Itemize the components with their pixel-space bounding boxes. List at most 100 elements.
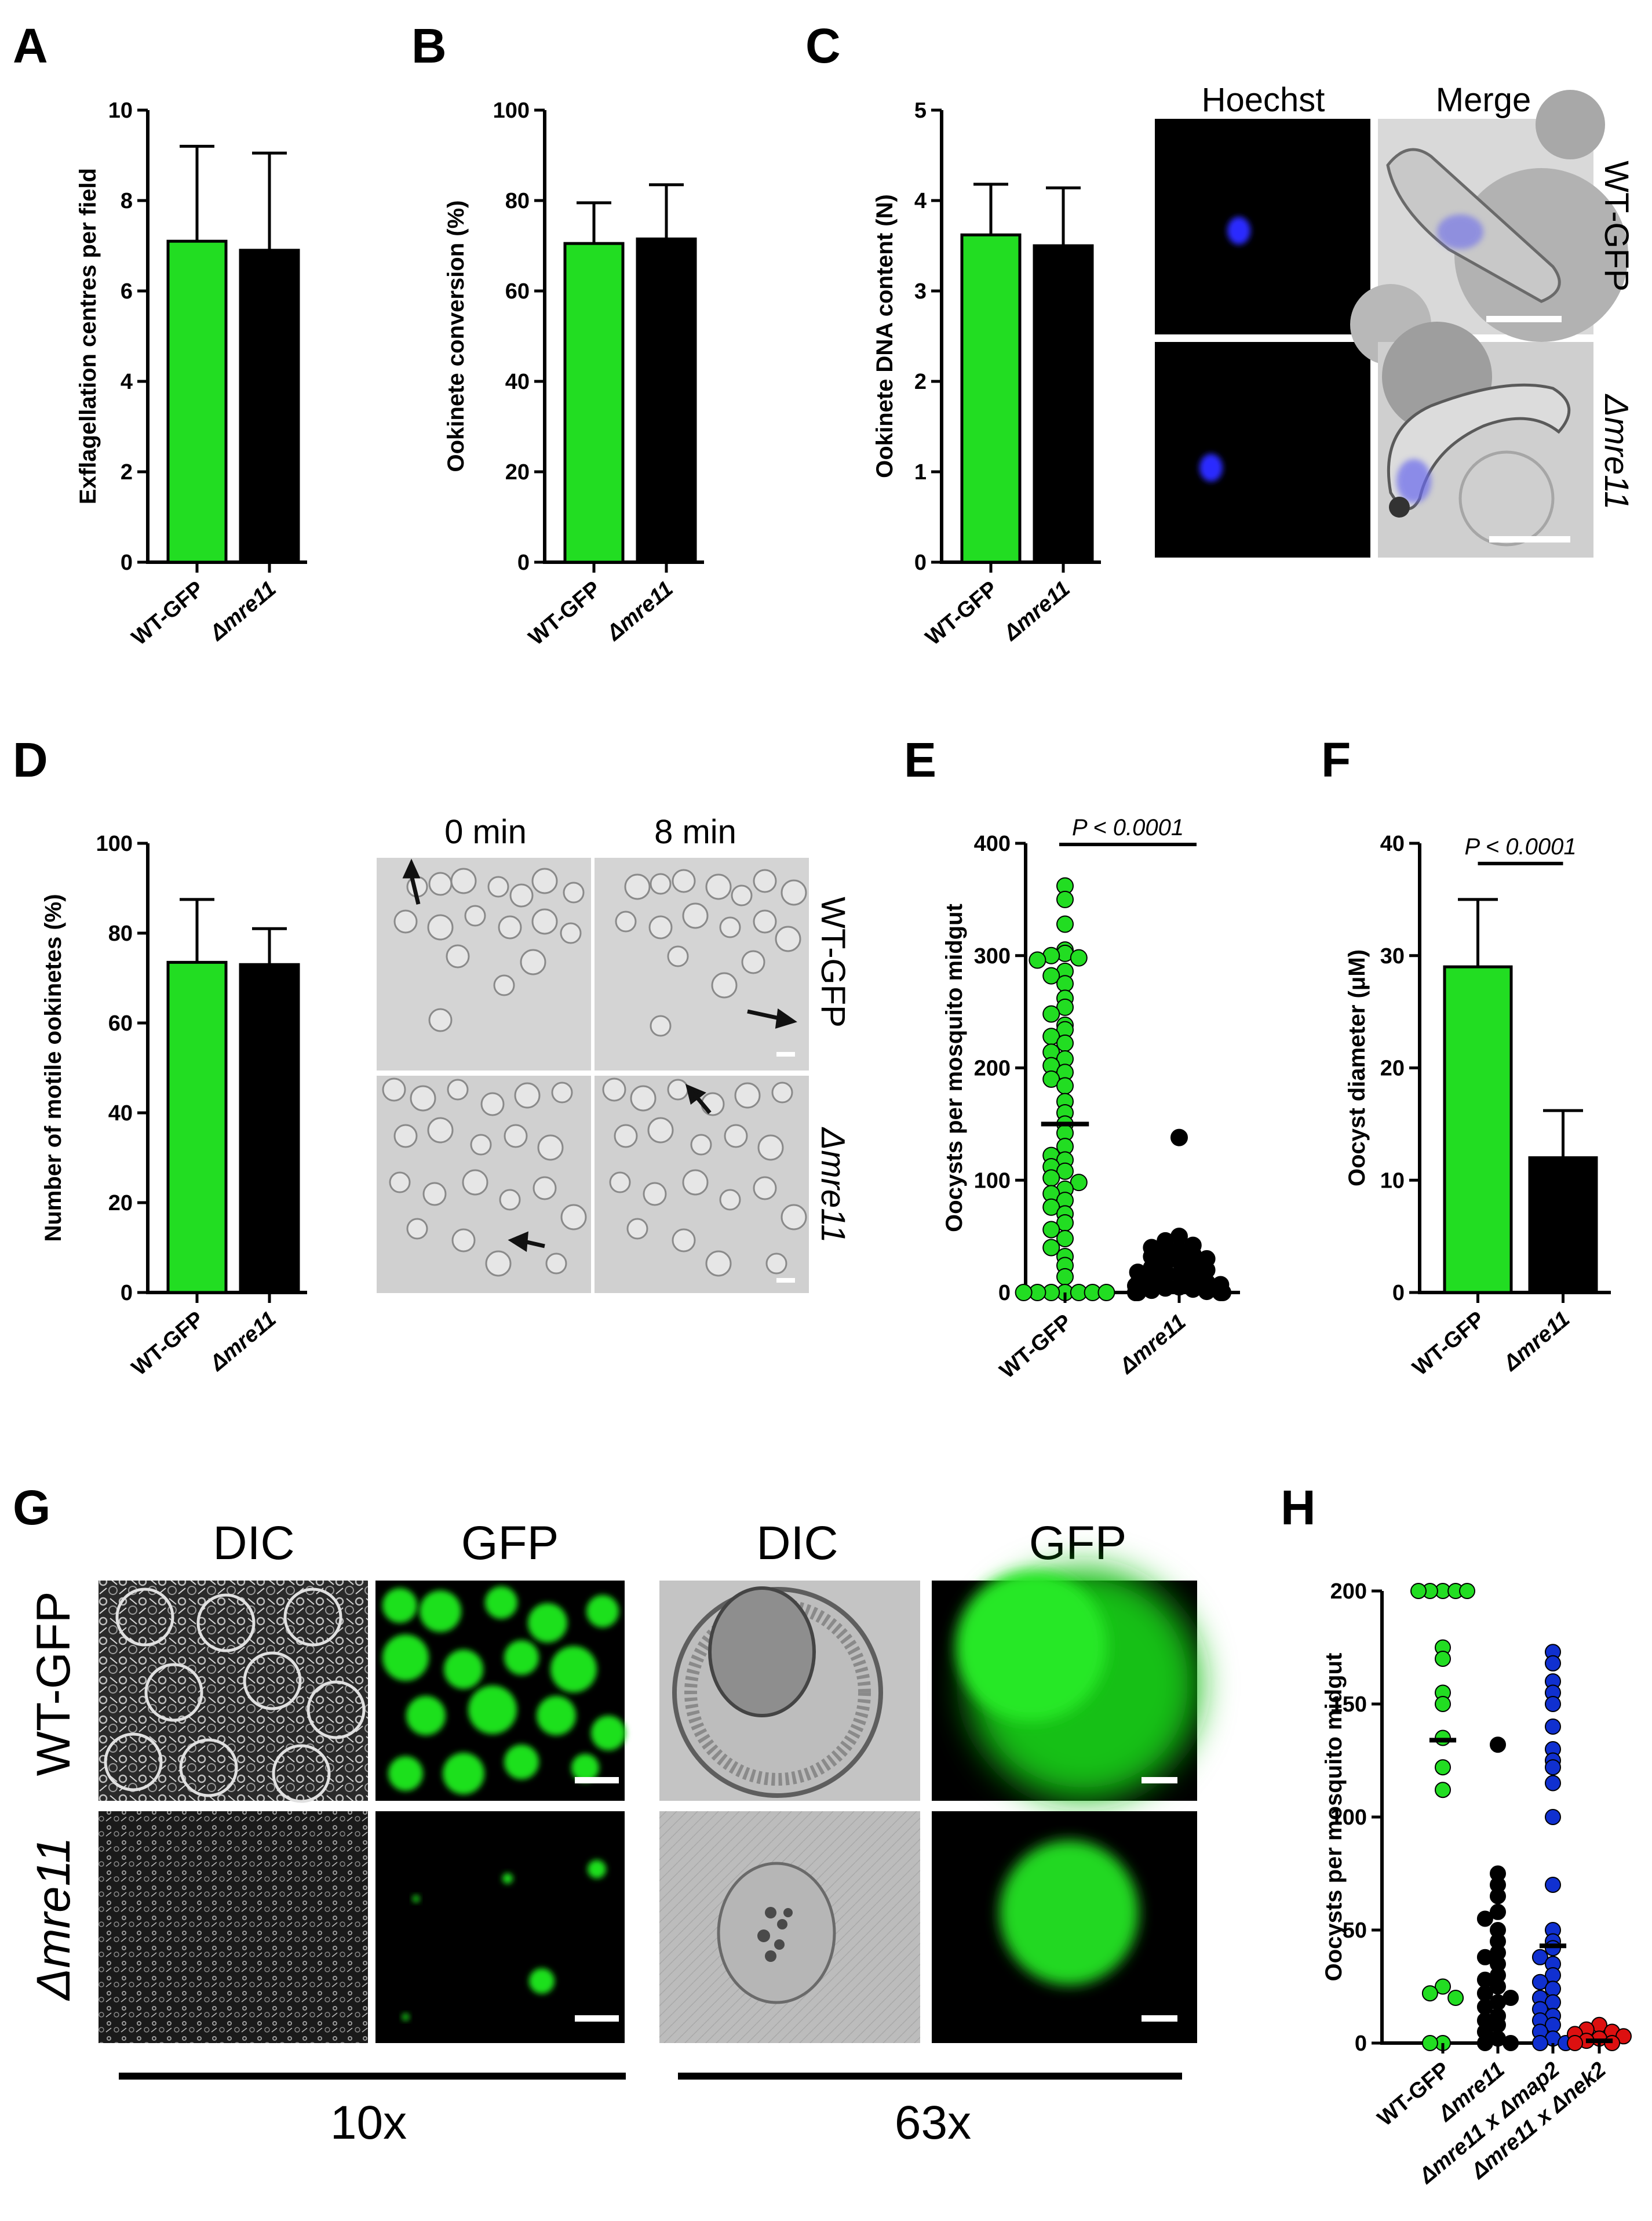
rbc-cell bbox=[520, 949, 546, 975]
data-point bbox=[1421, 1985, 1438, 2002]
data-point bbox=[1127, 1284, 1144, 1301]
scale-bar-icon bbox=[776, 1052, 795, 1057]
col-header-gfp-10x: GFP bbox=[461, 1517, 559, 1570]
x-tick-label: Δmre11 bbox=[205, 1307, 281, 1377]
col-header-dic-63x: DIC bbox=[756, 1517, 838, 1570]
data-point bbox=[1042, 1005, 1060, 1023]
rbc-cell bbox=[705, 1250, 732, 1277]
chart-A: 0 2 4 6 8 10 Exflagellation centres per field W… bbox=[75, 99, 307, 650]
oocyst-outline bbox=[307, 1680, 366, 1739]
y-axis-label: Oocysts per mosquito midgut bbox=[942, 904, 967, 1232]
rbc-cell bbox=[781, 879, 807, 906]
data-point bbox=[1435, 1696, 1451, 1712]
arrow-icon bbox=[508, 1231, 545, 1253]
gfp-oocyst bbox=[586, 1595, 619, 1627]
panel-label-G: G bbox=[13, 1480, 50, 1535]
nucleus-wt bbox=[1227, 217, 1250, 245]
y-tick-label: 20 bbox=[108, 1191, 133, 1215]
oocyst-outline bbox=[104, 1732, 163, 1792]
oocyst-outline bbox=[272, 1744, 331, 1803]
y-tick-label: 2 bbox=[121, 460, 133, 485]
rbc-cell bbox=[427, 914, 454, 941]
rbc-cell bbox=[531, 908, 558, 935]
y-tick-label: 100 bbox=[96, 832, 133, 856]
data-point bbox=[1545, 1775, 1561, 1792]
data-point bbox=[1056, 1230, 1074, 1247]
gfp-oocyst bbox=[406, 1696, 446, 1735]
y-tick-label: 60 bbox=[505, 279, 530, 304]
rbc-cell bbox=[422, 1182, 447, 1206]
chart-B: 0 20 40 60 80 100 Ookinete conversion (%) WT-GF… bbox=[443, 99, 704, 650]
data-point bbox=[1056, 1034, 1074, 1052]
rbc-cell bbox=[470, 1134, 492, 1156]
bar bbox=[239, 963, 300, 1294]
data-point bbox=[1421, 2035, 1438, 2051]
rbc-cell bbox=[514, 1082, 541, 1109]
bar bbox=[563, 242, 625, 564]
panel-G-micrographs: DIC GFP DIC GFP WT-GFP Δmre11 bbox=[27, 1517, 1199, 2149]
significance-label: P < 0.0001 bbox=[1072, 815, 1184, 840]
rbc-cell bbox=[775, 926, 801, 952]
bar bbox=[636, 237, 697, 564]
rbc-cell bbox=[464, 905, 486, 927]
chart-C: 0 1 2 3 4 5 Ookinete DNA content (N) WT-GFPΔmre… bbox=[872, 99, 1101, 650]
gfp-oocyst bbox=[504, 1640, 539, 1675]
y-tick-label: 4 bbox=[121, 370, 133, 394]
rbc-cell bbox=[427, 1117, 454, 1144]
data-point bbox=[1476, 1985, 1493, 2002]
panel-C-micrographs: Hoechst Merge WT-GFP Δmre11 bbox=[1155, 81, 1635, 558]
rbc-cell bbox=[643, 1182, 667, 1206]
rbc-cell bbox=[672, 869, 696, 893]
y-tick-label: 80 bbox=[505, 189, 530, 213]
data-point bbox=[1056, 1162, 1074, 1180]
y-tick-label: 300 bbox=[974, 944, 1011, 968]
rbc-cells bbox=[382, 868, 807, 1277]
y-tick-label: 30 bbox=[1380, 944, 1405, 968]
bar bbox=[1033, 244, 1094, 564]
chart-D: 0 20 40 60 80 100 Number of motile ookinetes (… bbox=[41, 832, 307, 1381]
rbc-cell bbox=[504, 1124, 528, 1148]
x-tick-label: WT-GFP bbox=[127, 1307, 209, 1381]
magnification-label-10x: 10x bbox=[330, 2096, 407, 2149]
magnification-bar-10x bbox=[119, 2073, 626, 2080]
rbc-cell bbox=[753, 909, 777, 934]
data-point bbox=[1097, 1284, 1115, 1301]
rbc-cell bbox=[757, 1134, 784, 1161]
x-tick-label: Δmre11 bbox=[998, 577, 1075, 646]
y-tick-label: 150 bbox=[1330, 1692, 1367, 1717]
y-axis-label: Ookinete DNA content (N) bbox=[872, 194, 898, 478]
merge-image-wt bbox=[1350, 90, 1628, 365]
gfp-oocyst bbox=[382, 1588, 417, 1623]
data-point bbox=[1545, 1877, 1561, 1893]
y-tick-label: 0 bbox=[1392, 1281, 1405, 1305]
rbc-cell bbox=[382, 1077, 406, 1102]
data-point bbox=[1214, 1284, 1231, 1301]
scale-bar-icon bbox=[575, 2015, 619, 2022]
rbc-cell bbox=[509, 883, 534, 908]
data-point bbox=[1490, 1978, 1506, 1995]
panel-label-D: D bbox=[13, 733, 48, 787]
data-point bbox=[1447, 1990, 1464, 2006]
bar bbox=[960, 233, 1022, 564]
rbc-cell bbox=[753, 1176, 777, 1200]
x-tick-label: WT-GFP bbox=[127, 577, 209, 650]
rbc-cell bbox=[451, 1228, 476, 1253]
x-tick-label: Δmre11 bbox=[1498, 1307, 1575, 1377]
data-point bbox=[1056, 890, 1074, 908]
y-tick-label: 200 bbox=[1330, 1579, 1367, 1604]
data-point bbox=[1503, 2035, 1519, 2051]
rbc-cell bbox=[609, 1171, 631, 1193]
data-point bbox=[1042, 1169, 1060, 1187]
y-tick-label: 80 bbox=[108, 922, 133, 946]
y-tick-label: 0 bbox=[998, 1281, 1011, 1305]
oocyst-outline bbox=[115, 1588, 174, 1647]
col-header-0min: 0 min bbox=[444, 813, 527, 851]
y-tick-label: 100 bbox=[974, 1168, 1011, 1193]
rbc-cell bbox=[650, 1015, 672, 1037]
data-point bbox=[1490, 1736, 1506, 1753]
gfp-oocyst bbox=[468, 1685, 517, 1734]
rbc-cell bbox=[781, 1204, 807, 1230]
data-point bbox=[1476, 2035, 1493, 2051]
rbc-cell bbox=[447, 1079, 469, 1101]
